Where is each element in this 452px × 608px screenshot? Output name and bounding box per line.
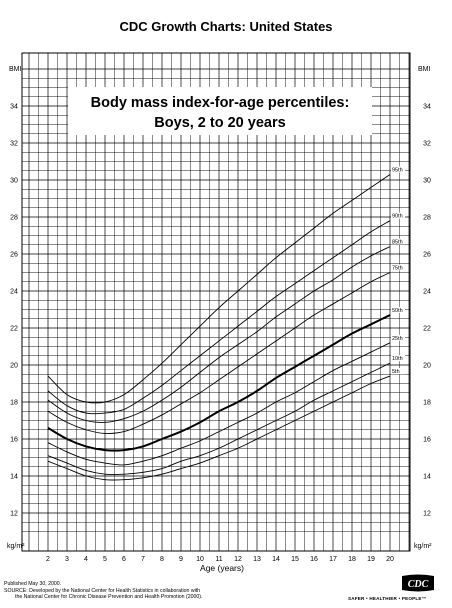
chart-title-box [68,87,372,135]
chart-grid [21,52,411,552]
y-tick-label-right: 14 [423,474,431,481]
y-tick-label-right: 34 [423,104,431,111]
percentile-label-85th: 85th [392,240,403,246]
published-note: Published May 30, 2000. [4,581,62,587]
percentile-label-bg [391,334,405,341]
percentile-curve-90th [47,220,391,415]
source-note-line1: SOURCE: Developed by the National Center… [4,587,201,594]
percentile-label-5th: 5th [392,369,400,375]
chart-title-line2: Boys, 2 to 20 years [154,115,285,131]
x-tick-label: 11 [215,556,222,563]
x-tick-label: 14 [272,556,280,563]
y-unit-label-right: kg/m² [414,543,432,550]
percentile-label-95th: 95th [392,167,403,173]
percentile-label-bg [391,166,405,173]
x-tick-label: 13 [253,556,261,563]
y-tick-label-left: 30 [10,178,18,185]
chart-title-line1: Body mass index-for-age percentiles: [91,95,350,111]
y-tick-label-right: 28 [423,215,431,222]
y-axis-label-right: BMI [418,66,431,73]
percentile-curve-10th [47,362,391,475]
percentile-label-10th: 10th [392,356,403,362]
percentile-label-90th: 90th [392,214,403,220]
x-tick-label: 19 [367,556,375,563]
y-tick-label-left: 12 [10,511,18,518]
y-axis-label-left: BMI [9,66,22,73]
x-tick-label: 6 [122,556,126,563]
y-unit-label-left: kg/m² [7,543,25,550]
y-tick-label-left: 28 [10,215,18,222]
percentile-label-25th: 25th [392,336,403,342]
percentile-labels: 5th 10th 25th 50th 75th 85th 90th 95th [391,166,405,375]
y-tick-label-left: 14 [10,474,18,481]
percentile-label-bg [391,368,405,375]
x-tick-label: 20 [386,556,394,563]
plot-frame [21,52,411,552]
y-tick-label-left: 16 [10,437,18,444]
y-tick-label-right: 24 [423,289,431,296]
y-tick-label-left: 34 [10,104,18,111]
page-title: CDC Growth Charts: United States [119,19,333,34]
percentile-label-bg [391,264,405,271]
x-tick-label: 18 [348,556,356,563]
x-tick-label: 4 [84,556,88,563]
percentile-curve-25th [47,342,391,466]
percentile-curve-50th [47,314,391,452]
y-tick-label-right: 12 [423,511,431,518]
x-tick-label: 17 [329,556,337,563]
percentile-curve-5th [47,375,391,481]
y-tick-label-left: 18 [10,400,18,407]
percentile-curve-95th [47,174,391,404]
x-tick-label: 16 [310,556,318,563]
y-tick-label-left: 32 [10,141,18,148]
percentile-curve-75th [47,272,391,434]
y-tick-label-right: 30 [423,178,431,185]
y-tick-label-left: 26 [10,252,18,259]
percentile-label-50th: 50th [392,308,403,314]
source-note-line2: the National Center for Chronic Disease … [15,594,203,601]
percentile-label-bg [391,212,405,219]
percentile-label-75th: 75th [392,266,403,272]
cdc-logo: CDC [402,574,434,592]
y-tick-label-right: 20 [423,363,431,370]
y-tick-label-left: 24 [10,289,18,296]
x-tick-label: 10 [196,556,204,563]
x-tick-label: 15 [291,556,299,563]
percentile-curve-85th [47,246,391,423]
x-tick-label: 3 [65,556,69,563]
x-tick-label: 9 [179,556,183,563]
percentile-label-bg [391,355,405,362]
y-tick-label-right: 16 [423,437,431,444]
x-tick-label: 8 [160,556,164,563]
cdc-tagline: SAFER • HEALTHIER • PEOPLE™ [348,596,427,601]
percentile-label-bg [391,238,405,245]
percentile-curves [47,174,391,481]
y-tick-label-right: 22 [423,326,431,333]
cdc-logo-text: CDC [408,579,429,590]
percentile-label-bg [391,307,405,314]
footer-notes: Published May 30, 2000. SOURCE: Develope… [4,581,304,601]
y-tick-label-right: 18 [423,400,431,407]
x-tick-label: 5 [103,556,107,563]
x-tick-label: 2 [46,556,50,563]
y-tick-label-right: 26 [423,252,431,259]
y-tick-label-left: 22 [10,326,18,333]
x-tick-label: 7 [141,556,145,563]
x-tick-label: 12 [234,556,242,563]
y-tick-label-right: 32 [423,141,431,148]
y-tick-label-left: 20 [10,363,18,370]
x-axis-label: Age (years) [200,563,244,573]
